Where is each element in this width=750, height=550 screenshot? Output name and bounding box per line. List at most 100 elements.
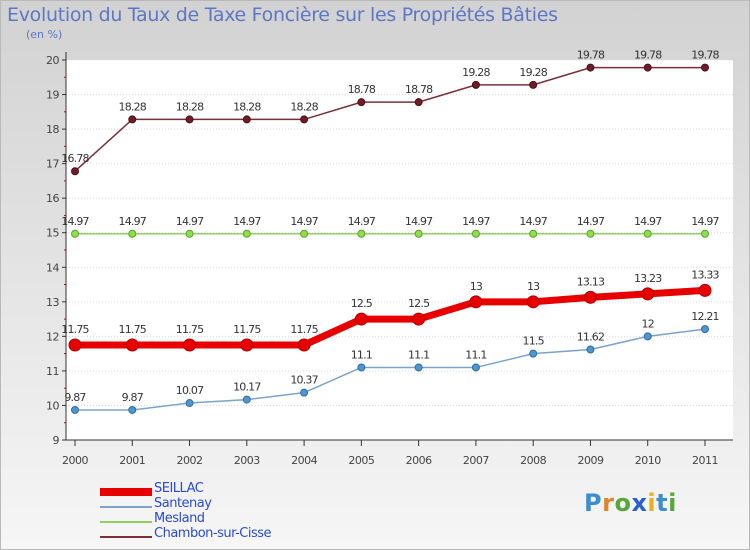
data-label-santenay: 12.21 xyxy=(691,310,719,323)
data-point-mesland xyxy=(643,229,652,238)
data-point-mesland xyxy=(185,229,194,238)
data-point-mesland xyxy=(529,229,538,238)
data-point-chambon-sur-cisse xyxy=(586,63,595,72)
data-point-mesland xyxy=(300,229,309,238)
data-label-mesland: 14.97 xyxy=(405,215,433,228)
data-point-mesland xyxy=(586,229,595,238)
data-point-chambon-sur-cisse xyxy=(701,63,709,72)
data-point-chambon-sur-cisse xyxy=(242,115,251,124)
x-tick-label: 2010 xyxy=(635,454,661,467)
legend-label: SEILLAC xyxy=(154,481,204,496)
data-label-chambon-sur-cisse: 18.28 xyxy=(290,100,318,113)
data-point-seillac xyxy=(641,287,655,301)
data-point-chambon-sur-cisse xyxy=(471,80,480,89)
data-label-santenay: 12 xyxy=(642,317,654,330)
data-point-mesland xyxy=(71,229,79,238)
data-label-seillac: 13 xyxy=(527,280,540,293)
data-point-santenay xyxy=(471,363,480,372)
data-label-mesland: 14.97 xyxy=(233,215,261,228)
data-label-mesland: 14.97 xyxy=(634,215,662,228)
data-label-seillac: 11.75 xyxy=(233,323,261,336)
data-point-seillac xyxy=(354,312,368,326)
legend-swatch xyxy=(100,506,152,508)
data-label-santenay: 11.62 xyxy=(577,330,605,343)
data-point-chambon-sur-cisse xyxy=(529,80,538,89)
data-label-santenay: 9.87 xyxy=(122,391,144,404)
y-tick-label: 19 xyxy=(46,89,59,102)
data-label-chambon-sur-cisse: 18.78 xyxy=(405,83,433,96)
y-tick-label: 10 xyxy=(46,399,59,412)
data-label-seillac: 13.23 xyxy=(634,272,662,285)
data-label-chambon-sur-cisse: 18.28 xyxy=(176,100,204,113)
data-label-mesland: 14.97 xyxy=(462,215,490,228)
data-label-mesland: 14.97 xyxy=(176,215,204,228)
legend-swatch xyxy=(100,488,152,496)
legend-swatch xyxy=(100,536,152,538)
data-point-seillac xyxy=(68,338,82,352)
data-point-santenay xyxy=(701,325,709,334)
chart-title: Evolution du Taux de Taxe Foncière sur l… xyxy=(7,4,558,26)
data-point-chambon-sur-cisse xyxy=(71,167,79,176)
y-tick-label: 9 xyxy=(53,434,60,447)
data-point-seillac xyxy=(412,312,426,326)
y-tick-label: 15 xyxy=(46,227,59,240)
x-tick-label: 2009 xyxy=(577,454,603,467)
data-point-seillac xyxy=(125,338,139,352)
x-tick-label: 2002 xyxy=(177,454,203,467)
y-tick-label: 11 xyxy=(46,365,59,378)
y-tick-label: 20 xyxy=(46,54,59,67)
x-tick-label: 2006 xyxy=(406,454,432,467)
data-label-chambon-sur-cisse: 18.28 xyxy=(233,100,261,113)
data-point-chambon-sur-cisse xyxy=(643,63,652,72)
data-label-mesland: 14.97 xyxy=(348,215,376,228)
data-label-santenay: 10.17 xyxy=(233,381,261,394)
y-tick-label: 18 xyxy=(46,123,59,136)
data-label-santenay: 10.07 xyxy=(176,384,204,397)
data-label-santenay: 9.87 xyxy=(64,391,86,404)
data-label-mesland: 14.97 xyxy=(61,215,89,228)
data-point-santenay xyxy=(414,363,423,372)
legend-swatch xyxy=(100,521,152,523)
data-label-mesland: 14.97 xyxy=(119,215,147,228)
data-point-chambon-sur-cisse xyxy=(185,115,194,124)
series-line-seillac xyxy=(75,286,706,349)
data-label-chambon-sur-cisse: 19.28 xyxy=(462,66,490,79)
data-label-chambon-sur-cisse: 18.28 xyxy=(119,100,147,113)
data-point-santenay xyxy=(357,363,366,372)
data-label-seillac: 12.5 xyxy=(351,297,373,310)
unit-label: (en %) xyxy=(26,28,63,41)
data-label-mesland: 14.97 xyxy=(691,215,719,228)
y-tick-label: 14 xyxy=(46,261,59,274)
data-point-santenay xyxy=(643,332,652,341)
data-point-santenay xyxy=(586,345,595,354)
x-tick-label: 2004 xyxy=(291,454,317,467)
data-label-chambon-sur-cisse: 19.78 xyxy=(577,49,605,62)
data-label-chambon-sur-cisse: 16.78 xyxy=(61,152,89,165)
series-line-santenay xyxy=(75,328,706,411)
data-point-santenay xyxy=(185,399,194,408)
data-label-santenay: 11.1 xyxy=(465,348,486,361)
y-tick-label: 16 xyxy=(46,192,59,205)
y-tick-label: 17 xyxy=(46,158,59,171)
data-point-santenay xyxy=(242,395,251,404)
data-label-santenay: 10.37 xyxy=(290,374,318,387)
data-point-seillac xyxy=(297,338,311,352)
data-label-chambon-sur-cisse: 19.78 xyxy=(634,49,662,62)
series-line-chambon-sur-cisse xyxy=(74,66,705,172)
data-label-mesland: 14.97 xyxy=(519,215,547,228)
legend-label: Chambon-sur-Cisse xyxy=(154,526,272,541)
data-label-seillac: 12.5 xyxy=(408,297,430,310)
data-label-seillac: 11.75 xyxy=(290,323,318,336)
x-tick-label: 2008 xyxy=(520,454,546,467)
data-label-chambon-sur-cisse: 18.78 xyxy=(348,83,376,96)
data-point-chambon-sur-cisse xyxy=(414,98,423,107)
x-tick-label: 2003 xyxy=(234,454,260,467)
data-label-seillac: 11.75 xyxy=(176,323,204,336)
data-point-chambon-sur-cisse xyxy=(128,115,137,124)
data-point-seillac xyxy=(240,338,254,352)
data-label-santenay: 11.1 xyxy=(351,348,372,361)
data-point-mesland xyxy=(471,229,480,238)
data-point-mesland xyxy=(701,229,709,238)
data-label-mesland: 14.97 xyxy=(290,215,318,228)
